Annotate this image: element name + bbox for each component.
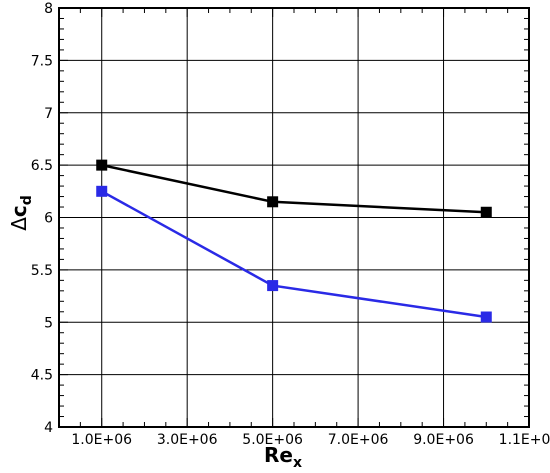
y-axis-label: Δcd [7,195,35,231]
y-axis-label-sub: d [19,195,35,205]
series-1-point-0 [96,185,108,197]
y-axis-label-symbol: Δ [7,217,31,231]
tick-marks [58,7,530,428]
y-tick-label-8: 8 [44,1,53,17]
y-axis-label-main: c [7,205,31,217]
y-tick-label-4: 6 [44,211,53,227]
y-tick-label-3: 5.5 [31,263,53,279]
tick-labels: 1.0E+06 3.0E+06 5.0E+06 7.0E+06 9.0E+06 1.1E+… [31,1,550,448]
y-tick-label-7: 7.5 [31,53,53,69]
series-0-point-0 [96,159,108,171]
y-tick-label-6: 7 [44,106,53,122]
x-tick-label-0: 1.0E+06 [71,432,132,448]
series-group [96,159,492,323]
x-tick-label-1: 3.0E+06 [157,432,218,448]
y-tick-label-0: 4 [44,420,53,436]
x-tick-label-2: 5.0E+06 [242,432,303,448]
series-1-point-2 [480,311,492,323]
x-axis-label: Rex [264,443,302,471]
y-tick-label-1: 4.5 [31,368,53,384]
y-tick-label-2: 5 [44,315,53,331]
grid [59,8,529,427]
x-tick-label-5: 1.1E+07 [499,432,550,448]
x-axis-label-sub: x [293,455,302,471]
series-0-point-2 [480,206,492,218]
series-0-point-1 [267,196,279,208]
x-axis-label-main: Re [264,443,293,467]
series-1-point-1 [267,280,279,292]
x-tick-label-3: 7.0E+06 [328,432,389,448]
y-tick-label-5: 6.5 [31,158,53,174]
x-tick-label-4: 9.0E+06 [413,432,474,448]
